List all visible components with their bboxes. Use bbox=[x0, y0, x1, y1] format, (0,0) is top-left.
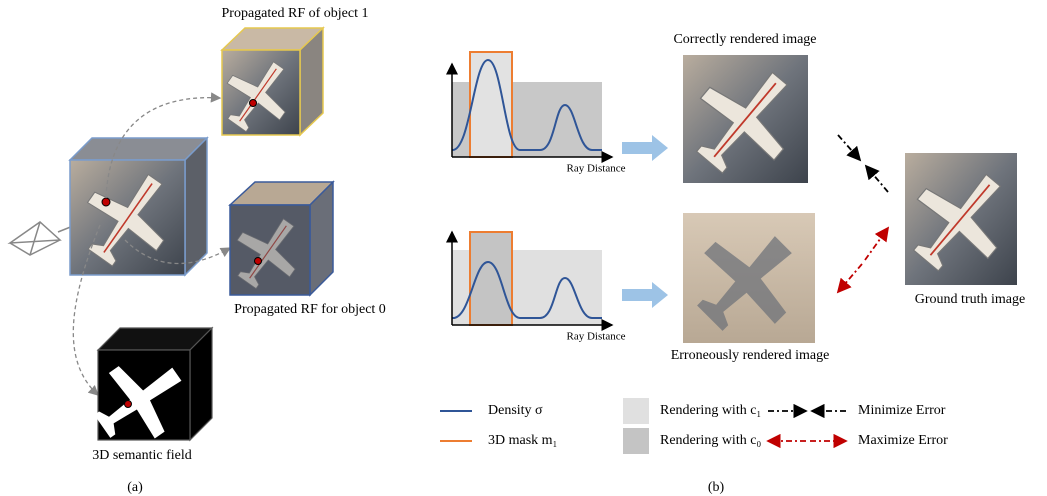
rendered-image bbox=[674, 209, 818, 353]
figure: Propagated RF of object 1 Propagated RF … bbox=[0, 0, 1047, 496]
axis-label: Ray Distance bbox=[567, 331, 626, 343]
panel-label: (a) bbox=[127, 480, 143, 495]
legend-label: Minimize Error bbox=[858, 403, 946, 418]
arrow bbox=[622, 135, 668, 161]
minimize-arrow bbox=[866, 166, 888, 192]
maximize-arrow bbox=[838, 264, 862, 292]
rendered-image bbox=[673, 48, 817, 193]
view-label: Propagated RF for object 0 bbox=[234, 302, 386, 317]
density-plot bbox=[452, 232, 612, 325]
legend-label: Maximize Error bbox=[858, 433, 948, 448]
image-label: Ground truth image bbox=[915, 292, 1025, 307]
cube-semantic bbox=[79, 328, 212, 459]
maximize-arrow bbox=[865, 228, 888, 260]
view-label: 3D semantic field bbox=[92, 448, 192, 463]
image-label: Erroneously rendered image bbox=[671, 348, 830, 363]
arrow bbox=[622, 282, 668, 308]
image-label: Correctly rendered image bbox=[673, 32, 816, 47]
ground-truth-image bbox=[891, 151, 1029, 290]
legend-label: Density σ bbox=[488, 403, 543, 418]
legend-label: 3D mask m₁ bbox=[488, 433, 557, 448]
view-label: Propagated RF of object 1 bbox=[222, 6, 369, 21]
cube-object-0 bbox=[221, 182, 333, 300]
camera bbox=[10, 222, 60, 255]
density-plot bbox=[452, 52, 612, 157]
panel-b: Ray Distance Correctly rendered image Ra… bbox=[440, 32, 1029, 495]
panel-a: Propagated RF of object 1 Propagated RF … bbox=[10, 6, 386, 495]
minimize-arrow bbox=[838, 135, 860, 160]
panel-label: (b) bbox=[708, 480, 725, 495]
cube-object-1 bbox=[211, 28, 323, 143]
legend: Density σ 3D mask m₁ Rendering with c₁ R… bbox=[440, 398, 948, 454]
legend-label: Rendering with c₁ bbox=[660, 403, 761, 418]
legend-label: Rendering with c₀ bbox=[660, 433, 761, 448]
axis-label: Ray Distance bbox=[567, 163, 626, 175]
